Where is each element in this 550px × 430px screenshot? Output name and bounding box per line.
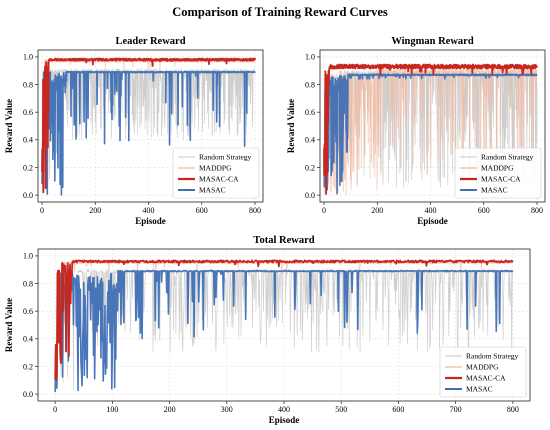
legend-entry: MASAC — [481, 186, 508, 195]
total-x-axis-label: Episode — [269, 415, 300, 425]
total-series-masac — [54, 269, 514, 393]
x-tick-label: 300 — [221, 405, 233, 414]
legend-entry: MADDPG — [466, 363, 499, 372]
y-tick-label: 0.2 — [305, 163, 315, 172]
x-tick-label: 800 — [507, 405, 519, 414]
x-tick-label: 400 — [425, 206, 437, 215]
leader-legend: Random Strategy MADDPG MASAC-CA MASAC — [172, 147, 260, 199]
leader-reward-panel: Leader Reward 0 200 400 600 800 0.0 0.2 0.4 0.6 0.… — [4, 36, 264, 226]
total-legend: Random Strategy MADDPG MASAC-CA MASAC — [439, 346, 527, 398]
wingman-series-masac-ca — [323, 63, 538, 195]
x-tick-label: 200 — [164, 405, 176, 414]
y-tick-label: 1.0 — [23, 53, 33, 62]
y-tick-label: 0.6 — [305, 108, 315, 117]
y-tick-label: 0.4 — [305, 136, 315, 145]
figure-title: Comparison of Training Reward Curves — [172, 5, 388, 19]
y-tick-label: 0.8 — [23, 80, 33, 89]
total-series-masac-ca — [54, 259, 514, 381]
legend-box — [172, 147, 260, 199]
legend-entry: MASAC-CA — [199, 175, 239, 184]
wingman-reward-panel: Wingman Reward 0 200 400 600 800 0.0 0.2 0.4 0.6 0… — [286, 36, 546, 226]
wingman-x-axis-label: Episode — [417, 216, 448, 226]
x-tick-label: 600 — [392, 405, 404, 414]
leader-x-axis-label: Episode — [135, 216, 166, 226]
legend-entry: MASAC-CA — [481, 175, 521, 184]
x-tick-label: 0 — [53, 405, 57, 414]
y-tick-label: 0.6 — [23, 307, 33, 316]
legend-entry: MASAC-CA — [466, 374, 506, 383]
y-tick-label: 0.4 — [23, 136, 33, 145]
x-tick-label: 400 — [278, 405, 290, 414]
total-series-maddpg — [54, 261, 514, 383]
y-tick-label: 0.2 — [23, 362, 33, 371]
legend-entry: MADDPG — [199, 164, 232, 173]
wingman-series-masac — [323, 73, 538, 195]
total-y-axis-label: Reward Value — [4, 298, 14, 352]
legend-entry: MASAC — [199, 186, 226, 195]
legend-entry: MASAC — [466, 385, 493, 394]
y-tick-label: 0.8 — [305, 80, 315, 89]
x-tick-label: 200 — [89, 206, 101, 215]
y-tick-label: 0.2 — [23, 163, 33, 172]
leader-series-masac — [41, 70, 256, 196]
legend-entry: Random Strategy — [466, 352, 519, 361]
leader-axes-frame — [37, 49, 264, 203]
x-tick-label: 800 — [531, 206, 543, 215]
wingman-y-axis-label: Reward Value — [286, 99, 296, 153]
x-tick-label: 200 — [371, 206, 383, 215]
total-grid — [38, 249, 530, 401]
legend-box — [454, 147, 542, 199]
legend-entry: MADDPG — [481, 164, 514, 173]
total-reward-panel: Total Reward 0 100 200 300 400 500 600 700 800 0.0… — [4, 235, 531, 425]
y-tick-label: 0.8 — [23, 279, 33, 288]
wingman-legend: Random Strategy MADDPG MASAC-CA MASAC — [454, 147, 542, 199]
x-tick-label: 0 — [40, 206, 44, 215]
legend-entry: Random Strategy — [481, 153, 534, 162]
wingman-title: Wingman Reward — [391, 36, 474, 47]
wingman-axes-frame — [319, 49, 546, 203]
leader-y-axis-label: Reward Value — [4, 99, 14, 153]
legend-entry: Random Strategy — [199, 153, 252, 162]
y-tick-label: 1.0 — [23, 252, 33, 261]
x-tick-label: 700 — [450, 405, 462, 414]
leader-title: Leader Reward — [115, 36, 185, 47]
x-tick-label: 600 — [196, 206, 208, 215]
y-tick-label: 0.0 — [23, 390, 33, 399]
y-tick-label: 0.0 — [305, 191, 315, 200]
leader-series-masac-ca — [41, 57, 256, 194]
y-tick-label: 0.4 — [23, 335, 33, 344]
total-title: Total Reward — [253, 235, 314, 246]
x-tick-label: 600 — [478, 206, 490, 215]
x-tick-label: 100 — [106, 405, 118, 414]
y-tick-label: 0.6 — [23, 108, 33, 117]
x-tick-label: 800 — [249, 206, 261, 215]
x-tick-label: 500 — [335, 405, 347, 414]
y-tick-label: 1.0 — [305, 53, 315, 62]
y-tick-label: 0.0 — [23, 191, 33, 200]
legend-box — [439, 346, 527, 398]
x-tick-label: 400 — [143, 206, 155, 215]
x-tick-label: 0 — [322, 206, 326, 215]
leader-series-random-strategy — [41, 68, 256, 188]
